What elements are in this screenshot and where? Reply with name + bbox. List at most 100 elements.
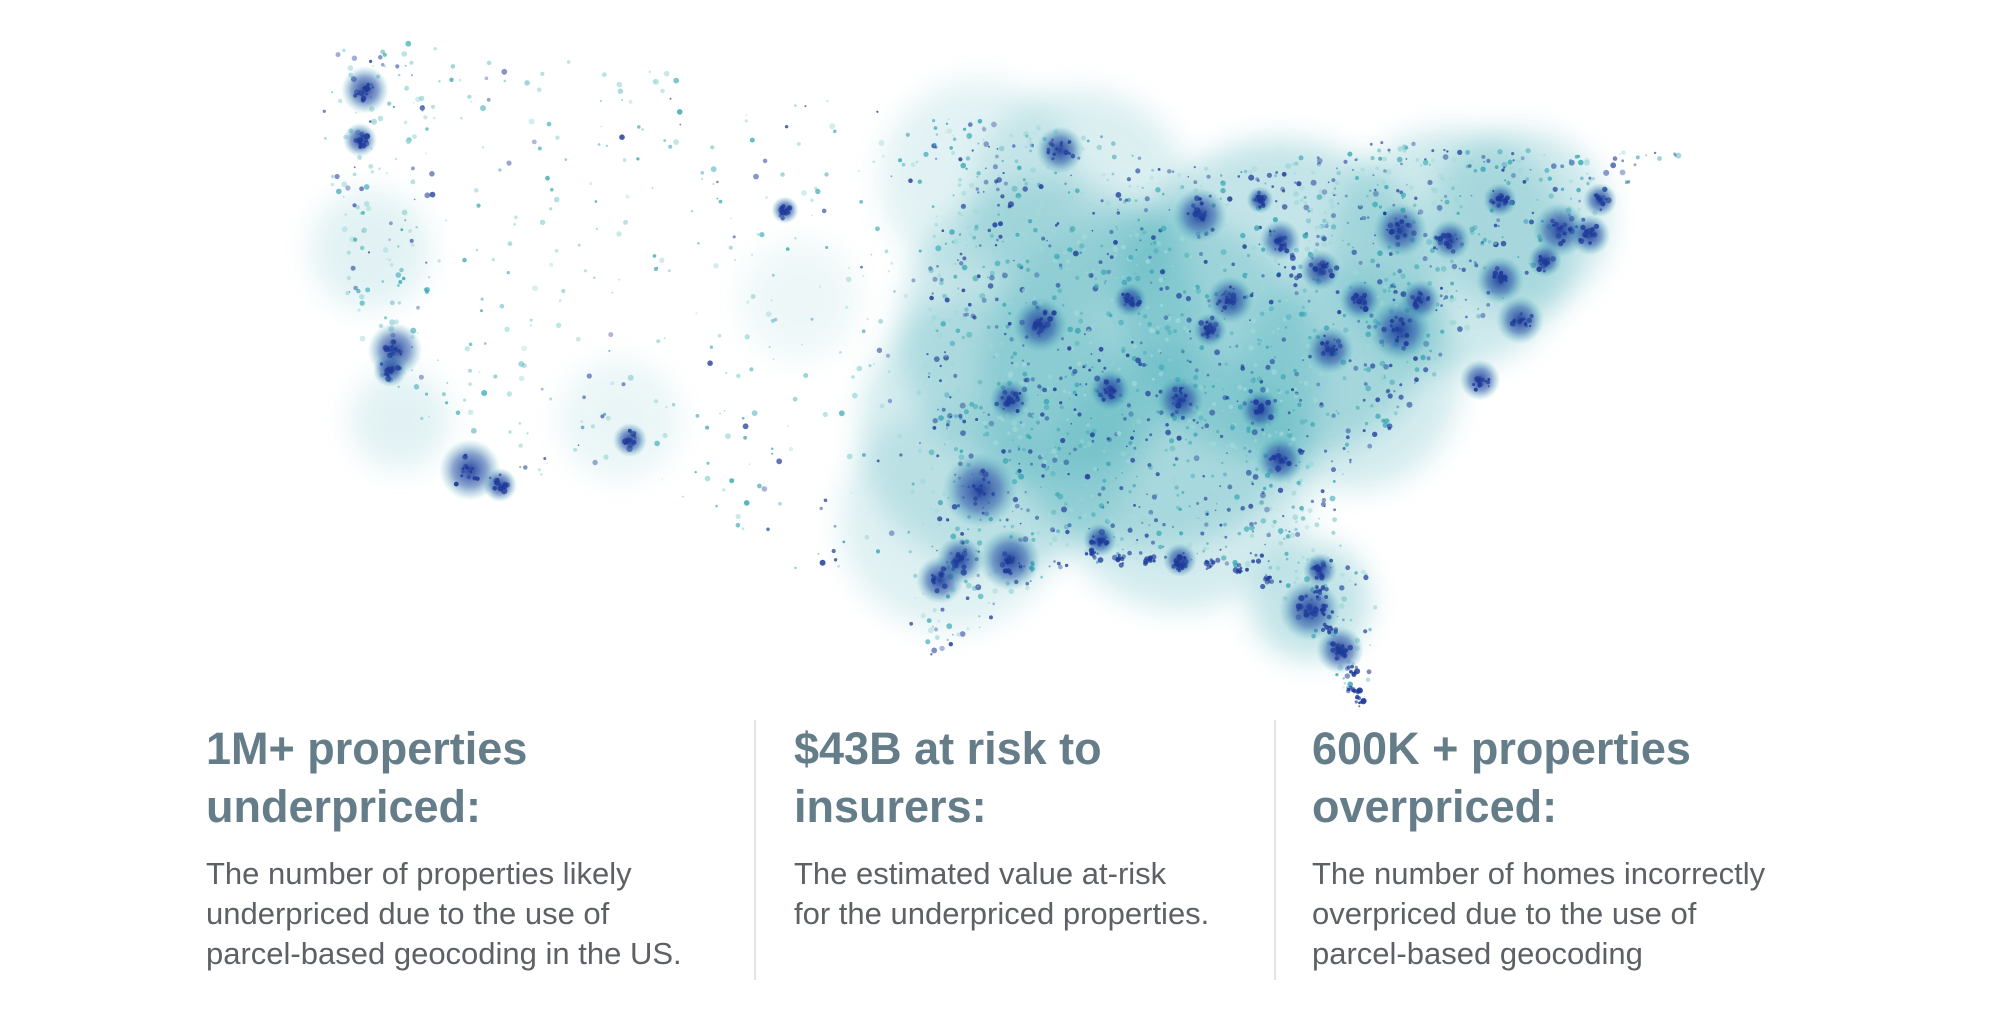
metro-dot bbox=[627, 428, 632, 433]
metro-dot bbox=[498, 473, 502, 477]
property-dot bbox=[1610, 162, 1617, 169]
property-dot bbox=[939, 277, 944, 282]
property-dot bbox=[1353, 379, 1357, 383]
property-dot bbox=[955, 436, 960, 440]
property-dot bbox=[1023, 131, 1029, 138]
property-dot bbox=[1282, 317, 1287, 322]
metro-dot bbox=[1323, 334, 1326, 337]
metro-dot bbox=[1018, 564, 1023, 569]
property-dot bbox=[938, 415, 944, 421]
property-dot bbox=[1240, 171, 1243, 174]
property-dot bbox=[1068, 251, 1071, 254]
property-dot bbox=[950, 435, 952, 438]
property-dot bbox=[1375, 413, 1381, 419]
metro-dot bbox=[931, 577, 936, 582]
property-dot bbox=[1267, 433, 1272, 438]
property-dot bbox=[1054, 253, 1060, 260]
property-dot bbox=[1022, 371, 1028, 377]
metro-dot bbox=[1336, 338, 1341, 344]
property-dot bbox=[1007, 372, 1013, 378]
property-dot bbox=[1156, 240, 1162, 247]
property-dot bbox=[735, 522, 741, 528]
metro-cluster bbox=[916, 556, 964, 604]
property-dot bbox=[1133, 504, 1136, 507]
property-dot bbox=[746, 300, 750, 304]
property-dot bbox=[1367, 216, 1370, 219]
property-dot bbox=[1269, 358, 1276, 365]
property-dot bbox=[1044, 466, 1049, 471]
property-dot bbox=[1057, 348, 1060, 351]
property-dot bbox=[1307, 239, 1311, 243]
property-dot bbox=[1151, 494, 1157, 500]
metro-dot bbox=[999, 562, 1006, 568]
property-dot bbox=[1298, 155, 1304, 161]
property-dot bbox=[1167, 448, 1172, 454]
property-dot bbox=[911, 482, 915, 486]
property-dot bbox=[1223, 268, 1227, 273]
property-dot bbox=[776, 458, 783, 465]
property-dot bbox=[1048, 244, 1052, 248]
property-dot bbox=[960, 203, 967, 209]
property-dot bbox=[600, 414, 605, 419]
property-dot bbox=[992, 164, 998, 170]
property-dot bbox=[1351, 168, 1355, 172]
property-dot bbox=[1245, 469, 1252, 476]
property-dot bbox=[1203, 496, 1208, 501]
property-dot bbox=[946, 128, 953, 134]
property-dot bbox=[523, 465, 528, 470]
property-dot bbox=[1355, 405, 1360, 410]
property-dot bbox=[1422, 159, 1429, 166]
property-dot bbox=[1376, 183, 1379, 186]
property-dot bbox=[1187, 303, 1190, 306]
metro-dot bbox=[1492, 274, 1497, 279]
property-dot bbox=[576, 337, 581, 342]
metro-dot bbox=[385, 375, 392, 382]
metro-dot bbox=[1200, 332, 1205, 337]
metro-dot bbox=[1303, 612, 1310, 618]
property-dot bbox=[1332, 517, 1337, 522]
metro-dot bbox=[1228, 285, 1232, 289]
property-dot bbox=[1064, 182, 1067, 186]
property-dot bbox=[526, 432, 529, 435]
property-dot bbox=[974, 391, 981, 397]
property-dot bbox=[899, 453, 903, 457]
property-dot bbox=[961, 190, 967, 196]
coastal-dot bbox=[1117, 553, 1121, 557]
property-dot bbox=[1297, 402, 1302, 407]
property-dot bbox=[859, 200, 864, 204]
coastal-dot bbox=[1177, 563, 1183, 569]
property-dot bbox=[1148, 327, 1155, 334]
property-dot bbox=[947, 118, 950, 121]
property-dot bbox=[1342, 618, 1345, 622]
property-dot bbox=[1603, 169, 1610, 176]
property-dot bbox=[1355, 176, 1359, 180]
property-dot bbox=[1501, 168, 1505, 172]
property-dot bbox=[1448, 297, 1455, 303]
property-dot bbox=[338, 98, 343, 104]
property-dot bbox=[988, 344, 994, 350]
property-dot bbox=[425, 261, 428, 264]
property-dot bbox=[1017, 448, 1021, 451]
metro-cluster bbox=[1429, 219, 1471, 261]
metro-dot bbox=[1477, 382, 1483, 388]
property-dot bbox=[810, 317, 814, 321]
property-dot bbox=[1234, 494, 1240, 500]
metro-dot bbox=[937, 571, 944, 577]
property-dot bbox=[506, 391, 513, 397]
property-dot bbox=[1015, 212, 1022, 218]
property-dot bbox=[1163, 315, 1169, 321]
metro-dot bbox=[379, 362, 384, 366]
property-dot bbox=[480, 297, 484, 301]
property-dot bbox=[817, 552, 820, 555]
property-dot bbox=[1002, 240, 1004, 243]
property-dot bbox=[1186, 450, 1189, 453]
property-dot bbox=[1220, 249, 1227, 256]
property-dot bbox=[1335, 290, 1340, 294]
metro-dot bbox=[1383, 211, 1387, 216]
property-dot bbox=[866, 317, 869, 321]
property-dot bbox=[959, 252, 963, 256]
property-dot bbox=[412, 134, 417, 140]
property-dot bbox=[852, 392, 858, 399]
property-dot bbox=[991, 248, 997, 254]
property-dot bbox=[1007, 449, 1012, 454]
